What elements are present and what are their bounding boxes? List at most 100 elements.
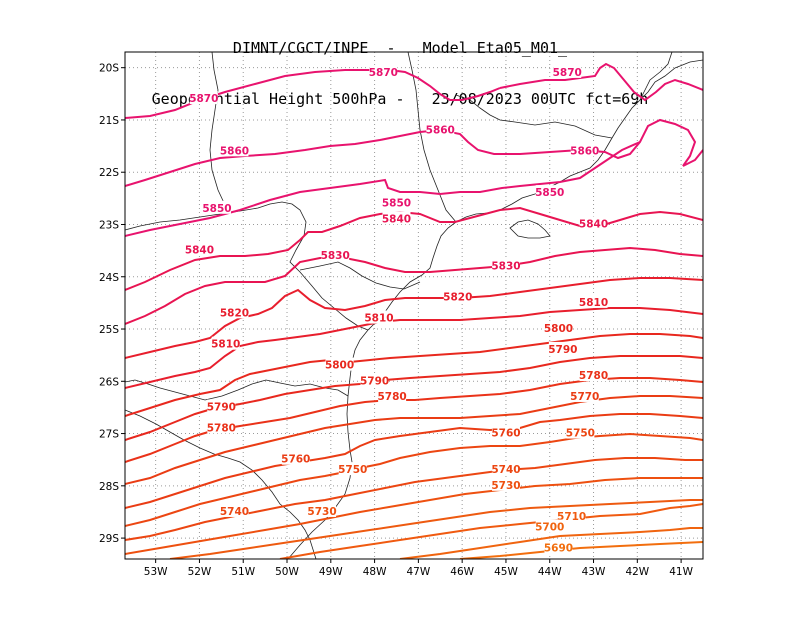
contour-5760 [125,413,703,509]
contour-label-5730: 5730 [307,503,337,518]
contour-label-text: 5820 [443,292,472,304]
contour-label-halo [364,310,393,324]
contour-5780 [125,377,703,463]
contour-labels: 5870 5870 5870 5860 5860 5860 5850 5850 5850 5840… [185,64,608,555]
lon-tick-label: 46W [450,566,474,578]
contour-label-5780: 5780 [207,420,236,434]
contour-label-halo [207,399,236,413]
contour-label-text: 5730 [491,480,520,492]
lon-tick-label: 42W [625,566,649,578]
contour-label-5860: 5860 [426,122,455,136]
contour-label-text: 5850 [202,203,231,215]
contour-5700 [399,527,703,559]
map-frame [124,51,704,560]
coastline-and-borders [125,52,703,559]
contour-label-halo [382,195,411,209]
contour-label-halo [338,462,367,476]
contour-label-halo [202,200,231,214]
state-border-1 [125,201,369,331]
contour-label-5850: 5850 [382,195,411,210]
contour-label-5870: 5870 [369,64,398,79]
contour-5850 [125,141,641,237]
contour-label-5730: 5730 [491,477,521,492]
coastline [287,59,703,559]
contour-lines [125,62,703,559]
lat-tick-label: 25S [99,324,119,336]
contour-label-halo [211,336,240,350]
contour-label-halo [535,519,564,533]
contour-5730 [125,477,703,555]
lon-tick-label: 53W [144,566,168,578]
contour-label-halo [185,242,214,256]
latitude-axis: 20S 21S 22S 23S 24S 25S 26S 27S 28S 29S [99,63,125,545]
contour-label-5690: 5690 [544,540,573,555]
state-border-7 [639,52,673,101]
contour-label-text: 5850 [535,187,564,199]
contour-label-halo [579,216,608,230]
contour-label-halo [220,305,249,319]
contour-label-text: 5860 [426,124,455,136]
contour-label-5820: 5820 [220,305,249,319]
contour-label-halo [308,503,337,517]
lat-tick-label: 28S [99,481,119,493]
lon-tick-label: 48W [363,566,387,578]
contour-label-halo [491,477,520,491]
lon-tick-label: 41W [669,566,693,578]
contour-label-5800: 5800 [325,357,354,372]
contour-label-halo [491,462,520,476]
state-border-4 [209,52,226,206]
contour-label-text: 5750 [566,428,595,440]
contour-5820 [125,277,703,359]
state-border-3 [125,409,317,559]
contour-label-5870: 5870 [553,64,582,79]
contour-label-5810: 5810 [211,336,240,351]
contour-label-halo [220,503,249,517]
lon-tick-label: 44W [538,566,562,578]
contour-label-halo [570,143,599,157]
lat-tick-label: 23S [99,219,119,231]
contour-label-5760: 5760 [491,425,521,440]
contour-label-5830: 5830 [491,258,521,272]
contour-label-text: 5810 [579,297,608,309]
state-border-6 [455,94,613,139]
contour-label-text: 5770 [570,391,599,403]
state-border-2 [125,379,349,401]
contour-label-halo [535,185,564,199]
contour-label-halo [491,425,520,439]
contour-label-halo [548,341,577,355]
contour-label-halo [426,122,455,136]
state-border-5 [407,52,457,223]
contour-label-text: 5800 [325,360,354,372]
lat-tick-label: 29S [99,533,119,545]
state-border-8 [299,261,421,290]
contour-label-text: 5870 [189,93,218,105]
contour-label-halo [325,357,354,371]
contour-label-text: 5740 [220,506,249,518]
contour-label-text: 5840 [382,213,411,225]
contour-label-halo [566,425,595,439]
contour-label-halo [382,211,411,225]
contour-label-text: 5820 [220,307,249,319]
contour-5690 [459,541,703,559]
contour-label-5700: 5700 [535,519,564,534]
contour-label-text: 5870 [369,67,398,79]
contour-label-text: 5740 [491,464,520,476]
contour-label-5840: 5840 [185,242,214,257]
contour-label-5840: 5840 [579,216,608,230]
contour-label-text: 5750 [338,464,367,476]
contour-label-5840: 5840 [382,211,411,225]
contour-5870-west [125,69,501,119]
contour-5710 [279,503,703,559]
contour-label-halo [570,388,599,402]
lat-tick-label: 21S [99,115,119,127]
lon-tick-label: 49W [319,566,343,578]
lon-tick-label: 52W [188,566,212,578]
contour-label-text: 5780 [207,422,236,434]
contour-label-halo [321,247,350,261]
contour-label-5710: 5710 [557,509,586,523]
contour-5810 [125,307,703,389]
contour-label-5770: 5770 [570,388,599,403]
contour-label-5810: 5810 [579,294,608,309]
contour-label-5790: 5790 [548,341,577,356]
contour-label-halo [369,64,398,78]
